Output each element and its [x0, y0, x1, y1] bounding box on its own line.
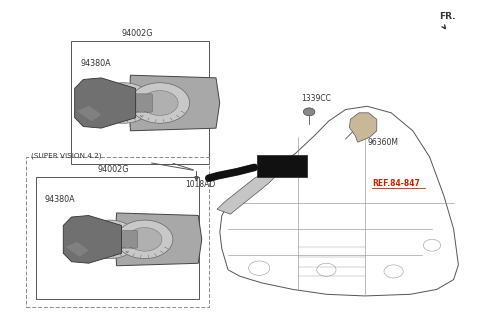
Polygon shape — [349, 113, 377, 142]
Circle shape — [94, 83, 153, 123]
Text: 94380A: 94380A — [44, 195, 75, 204]
Bar — [36, 177, 199, 299]
Bar — [257, 155, 307, 177]
Text: (SUPER VISION 4.2): (SUPER VISION 4.2) — [31, 152, 102, 159]
Polygon shape — [66, 242, 89, 257]
Polygon shape — [129, 75, 220, 131]
Circle shape — [127, 228, 162, 251]
Text: FR.: FR. — [439, 12, 456, 22]
Polygon shape — [217, 172, 276, 214]
Text: 1339CC: 1339CC — [301, 94, 331, 103]
Circle shape — [303, 108, 315, 116]
Text: 94002G: 94002G — [97, 165, 129, 174]
Circle shape — [93, 228, 127, 251]
Text: 94002G: 94002G — [121, 28, 153, 38]
Circle shape — [142, 91, 178, 115]
Polygon shape — [74, 78, 136, 128]
Bar — [71, 41, 209, 164]
Text: REF.84-847: REF.84-847 — [372, 179, 420, 188]
FancyBboxPatch shape — [117, 231, 138, 248]
Polygon shape — [77, 106, 101, 121]
Polygon shape — [115, 213, 202, 266]
Text: 94380A: 94380A — [81, 59, 111, 68]
Circle shape — [116, 220, 173, 259]
Circle shape — [82, 220, 138, 259]
Circle shape — [130, 83, 190, 123]
Text: 1018AD: 1018AD — [185, 180, 215, 189]
Circle shape — [105, 91, 142, 115]
FancyBboxPatch shape — [131, 94, 152, 112]
Bar — [26, 157, 209, 307]
Polygon shape — [63, 215, 121, 263]
Text: 96360M: 96360M — [367, 138, 398, 147]
